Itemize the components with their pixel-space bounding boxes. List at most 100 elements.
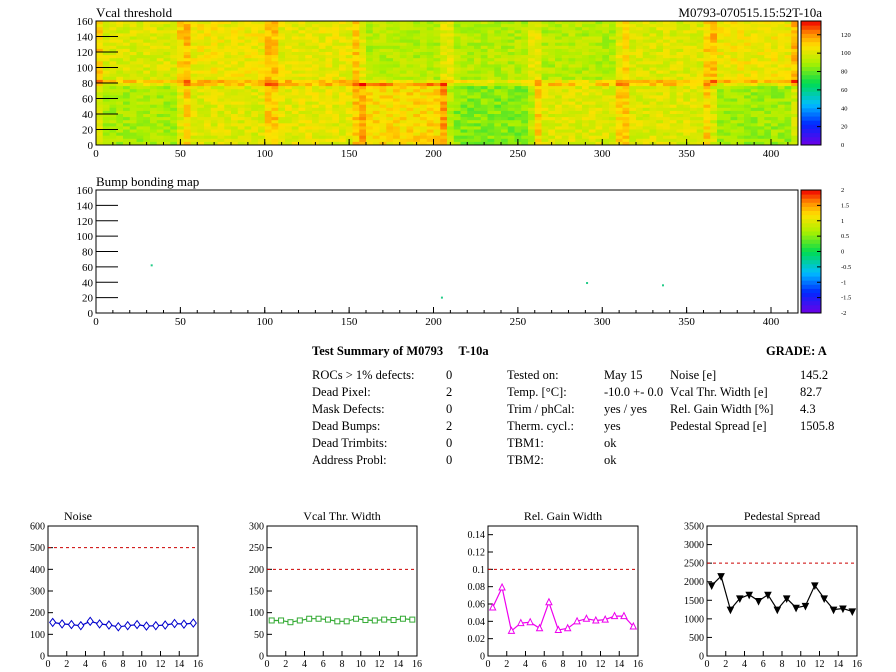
heatmap-cell [386,64,394,68]
heatmap-cell [561,64,569,68]
heatmap-cell [480,83,488,87]
heatmap-cell [150,126,158,130]
heatmap-cell [629,107,637,112]
heatmap-cell [636,33,644,37]
heatmap-cell [568,98,576,102]
heatmap-cell [453,138,461,143]
heatmap-cell [372,129,380,133]
heatmap-cell [683,30,691,34]
heatmap-cell [204,30,212,34]
heatmap-cell [494,79,502,84]
heatmap-cell [656,61,664,65]
heatmap-cell [102,64,110,68]
heatmap-cell [676,24,684,28]
heatmap-cell [487,110,495,115]
heatmap-cell [615,86,623,90]
heatmap-cell [440,98,448,102]
heatmap-cell [386,21,394,25]
heatmap-cell [764,95,772,99]
heatmap-cell [413,39,421,44]
heatmap-cell [737,76,745,81]
heatmap-cell [231,138,239,143]
heatmap-cell [602,33,610,37]
heatmap-cell [582,58,590,62]
heatmap-cell [649,138,657,143]
heatmap-cell [744,98,752,102]
heatmap-cell [777,61,785,65]
heatmap-cell [656,110,664,115]
heatmap-cell [447,123,455,127]
summary-row-label: Pedestal Spread [e] [670,419,767,433]
heatmap-cell [494,73,502,78]
heatmap-cell [366,45,374,50]
heatmap-cell [366,117,374,121]
heatmap-cell [541,129,549,133]
heatmap-cell [548,92,556,96]
heatmap-cell [771,24,779,28]
heatmap-cell [129,95,137,99]
palette-tick-label: 20 [841,124,848,131]
heatmap-cell [413,101,421,106]
heatmap-cell [433,70,441,75]
heatmap-cell [123,101,131,106]
heatmap-cell [433,45,441,50]
heatmap-cell [278,86,286,90]
heatmap-cell [393,126,401,130]
heatmap-cell [406,123,414,127]
heatmap-cell [609,110,617,115]
heatmap-cell [561,48,569,53]
palette-tick-label: 60 [841,87,848,94]
heatmap-cell [494,141,502,146]
heatmap-cell [460,123,468,127]
heatmap-cell [298,45,306,50]
heatmap-cell [237,141,245,146]
heatmap-cell [669,83,677,87]
heatmap-cell [258,48,266,53]
heatmap-cell [615,95,623,99]
heatmap-cell [771,117,779,121]
heatmap-cell [568,141,576,146]
heatmap-cell [163,117,171,121]
heatmap-cell [291,33,299,37]
heatmap-cell [541,101,549,106]
heatmap-cell [264,67,272,71]
palette-band [801,288,821,293]
heatmap-cell [534,45,542,50]
heatmap-cell [204,21,212,25]
heatmap-cell [487,129,495,133]
heatmap-cell [190,24,198,28]
heatmap-cell [352,92,360,96]
heatmap-cell [609,33,617,37]
heatmap-cell [413,70,421,75]
heatmap-cell [480,86,488,90]
heatmap-cell [150,73,158,78]
heatmap-cell [501,55,509,59]
heatmap-cell [501,141,509,146]
heatmap-cell [649,107,657,112]
heatmap-cell [447,58,455,62]
heatmap-cell [150,129,158,133]
palette-band [801,136,821,142]
heatmap-cell [399,58,407,62]
palette-band [801,25,821,30]
heatmap-cell [345,86,353,90]
heatmap-cell [150,92,158,96]
heatmap-cell [312,52,320,56]
heatmap-cell [359,86,367,90]
heatmap-cell [690,58,698,62]
heatmap-cell [102,138,110,143]
heatmap-cell [460,126,468,130]
heatmap-cell [163,129,171,133]
heatmap-cell [467,42,475,47]
heatmap-cell [372,52,380,56]
heatmap-cell [399,67,407,71]
heatmap-cell [649,67,657,71]
heatmap-cell [366,141,374,146]
heatmap-cell [197,42,205,47]
heatmap-cell [541,73,549,78]
heatmap-cell [507,89,515,93]
heatmap-cell [426,73,434,78]
heatmap-cell [575,36,583,40]
heatmap-cell [96,83,104,87]
heatmap-cell [676,36,684,40]
